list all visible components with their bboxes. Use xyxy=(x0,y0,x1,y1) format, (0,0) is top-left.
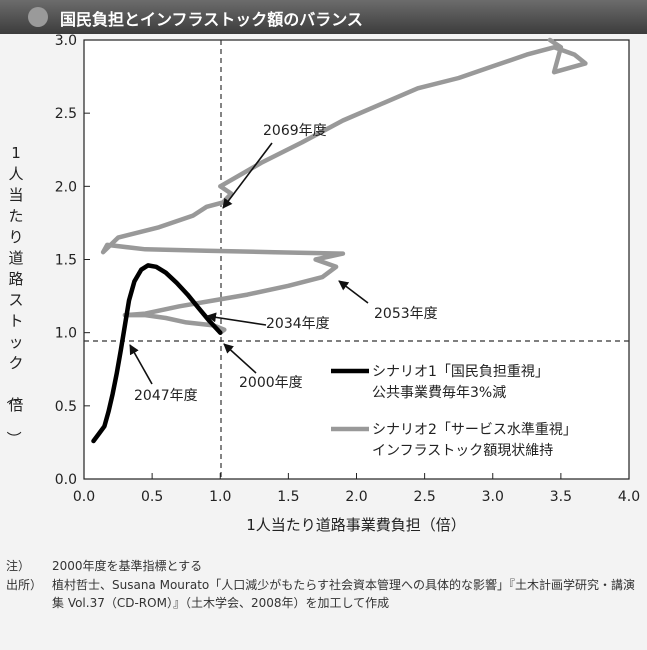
arrow-2034 xyxy=(206,312,267,326)
x-tick-label: 0.5 xyxy=(141,489,163,505)
chart: 0.0 0.5 1.0 1.5 2.0 2.5 3.0 3.5 4.0 0.0 0.5 1.0 1.5… xyxy=(4,34,640,534)
series-line-scenario1 xyxy=(91,263,223,444)
annotation-2053: 2053年度 xyxy=(374,306,438,322)
y-axis-label-char: ト xyxy=(8,312,23,330)
annotation-2047: 2047年度 xyxy=(134,388,198,404)
x-tick-label: 3.0 xyxy=(482,489,504,505)
x-tick-label: 1.0 xyxy=(209,489,231,505)
y-axis-ticks: 0.0 0.5 1.0 1.5 2.0 2.5 3.0 xyxy=(55,34,90,488)
annotation-2000: 2000年度 xyxy=(239,375,303,391)
y-axis-label-char: 路 xyxy=(8,270,23,288)
x-tick-label: 4.0 xyxy=(618,489,640,505)
plot-area xyxy=(83,39,630,480)
y-tick-label: 2.0 xyxy=(55,179,77,195)
y-axis-label-char: 当 xyxy=(8,186,23,204)
x-axis-ticks: 0.0 0.5 1.0 1.5 2.0 2.5 3.0 3.5 4.0 xyxy=(73,473,640,505)
x-tick-label: 1.5 xyxy=(277,489,299,505)
y-axis-label-char: 倍 xyxy=(8,396,23,414)
y-tick-label: 3.0 xyxy=(55,34,77,49)
note-text: 2000年度を基準指標とする xyxy=(52,559,203,573)
page-title: 国民負担とインフラストック額のバランス xyxy=(60,10,363,29)
source-text: 植村哲士、Susana Mourato「人口減少がもたらす社会資本管理への具体的… xyxy=(52,578,636,610)
legend-label-scenario1: シナリオ1「国民負担重視」公共事業費毎年3%減 xyxy=(372,364,549,401)
y-axis-label-char: 人 xyxy=(8,165,23,183)
y-tick-label: 0.5 xyxy=(55,399,77,415)
y-axis-label: 1 人当たり道路ストック （倍 ） xyxy=(4,144,23,446)
y-axis-label-char: 1 xyxy=(11,144,21,162)
y-axis-label-char: ス xyxy=(8,291,23,309)
legend-label-line: 公共事業費毎年3%減 xyxy=(372,384,506,401)
annotation-2034: 2034年度 xyxy=(266,316,330,332)
x-tick-label: 0.0 xyxy=(73,489,95,505)
y-tick-label: 0.0 xyxy=(55,472,77,488)
y-axis-label-char: た xyxy=(8,207,23,225)
y-tick-label: 1.5 xyxy=(55,253,77,269)
x-tick-label: 2.0 xyxy=(345,489,367,505)
note-label: 注） xyxy=(6,559,31,573)
y-axis-label-char: ） xyxy=(4,431,22,446)
x-tick-label: 3.5 xyxy=(550,489,572,505)
y-axis-label-char: ッ xyxy=(8,333,23,351)
arrow-2047 xyxy=(129,344,153,385)
note: 注） 2000年度を基準指標とする xyxy=(6,557,202,575)
series-line-scenario2 xyxy=(100,37,588,335)
source-label: 出所） xyxy=(6,578,43,592)
annotation-2069: 2069年度 xyxy=(263,123,327,139)
y-axis-label-char: ク xyxy=(8,354,23,372)
y-axis-label-char: り xyxy=(8,228,23,246)
y-axis-label-char: （ xyxy=(4,389,22,404)
legend-label-line: シナリオ1「国民負担重視」 xyxy=(372,364,549,380)
y-axis-label-char: 道 xyxy=(8,249,23,267)
y-tick-label: 2.5 xyxy=(55,106,77,122)
legend: シナリオ1「国民負担重視」公共事業費毎年3%減 シナリオ2「サービス水準重視」イ… xyxy=(331,364,577,459)
series-layer xyxy=(91,37,588,444)
x-tick-label: 2.5 xyxy=(413,489,435,505)
y-tick-label: 1.0 xyxy=(55,326,77,342)
arrow-2053 xyxy=(338,280,369,304)
x-axis-label: 1人当たり道路事業費負担（倍） xyxy=(246,516,466,534)
arrow-2000 xyxy=(223,343,257,374)
annotation-arrows xyxy=(129,142,369,385)
legend-label-scenario2: シナリオ2「サービス水準重視」インフラストック額現状維持 xyxy=(372,422,577,459)
legend-label-line: インフラストック額現状維持 xyxy=(372,443,553,459)
arrow-2069 xyxy=(222,142,273,209)
title-bar: 国民負担とインフラストック額のバランス xyxy=(0,0,647,34)
title-marker-icon xyxy=(28,7,48,27)
legend-label-line: シナリオ2「サービス水準重視」 xyxy=(372,422,577,438)
